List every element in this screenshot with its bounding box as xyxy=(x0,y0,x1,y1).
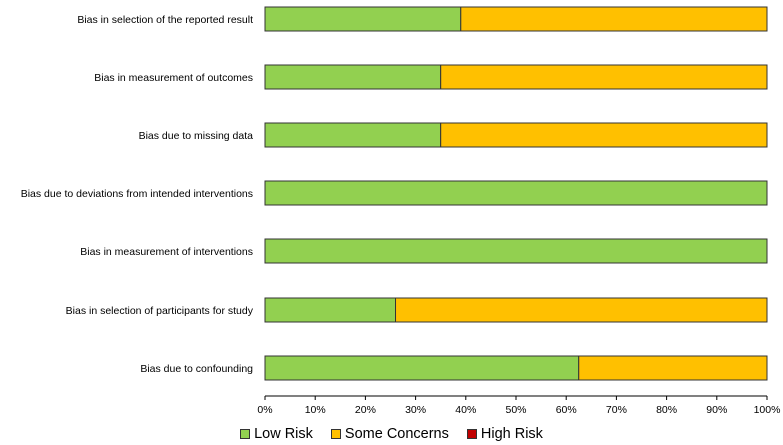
bar-low-risk-4 xyxy=(264,180,768,206)
category-label-5: Bias in measurement of interventions xyxy=(80,246,253,258)
category-labels: Bias in selection of the reported result… xyxy=(21,14,254,375)
legend-label-low-risk: Low Risk xyxy=(254,426,313,442)
bar-group xyxy=(264,6,768,381)
x-tick-label: 90% xyxy=(706,404,727,416)
legend-label-some-concerns: Some Concerns xyxy=(344,426,449,442)
x-tick-label: 60% xyxy=(556,404,577,416)
x-tick-label: 40% xyxy=(455,404,476,416)
legend-swatch-high-risk xyxy=(466,429,477,439)
bar-low-risk-3 xyxy=(264,122,442,148)
bar-low-risk-6 xyxy=(264,297,397,323)
legend-item-high-risk: High Risk xyxy=(466,426,543,442)
category-label-3: Bias due to missing data xyxy=(139,130,254,142)
x-tick-label: 30% xyxy=(405,404,426,416)
category-label-2: Bias in measurement of outcomes xyxy=(94,72,253,84)
legend-item-low-risk: Low Risk xyxy=(240,426,313,442)
x-tick-label: 0% xyxy=(257,404,272,416)
x-tick-label: 20% xyxy=(355,404,376,416)
bar-low-risk-5 xyxy=(264,238,768,264)
x-axis: 0% 10% 20% 30% 40% 50% 60% 70% 80% 90% 100% xyxy=(257,395,781,416)
legend-item-some-concerns: Some Concerns xyxy=(330,426,449,442)
bar-some-concerns-6 xyxy=(395,297,768,323)
bar-some-concerns-7 xyxy=(578,355,768,381)
legend-label-high-risk: High Risk xyxy=(480,426,543,442)
category-label-4: Bias due to deviations from intended int… xyxy=(21,188,253,200)
x-tick-label: 70% xyxy=(606,404,627,416)
bar-low-risk-7 xyxy=(264,355,580,381)
category-label-7: Bias due to confounding xyxy=(140,363,253,375)
bar-low-risk-1 xyxy=(264,6,462,32)
category-label-6: Bias in selection of participants for st… xyxy=(66,305,254,317)
x-tick-label: 100% xyxy=(754,404,781,416)
legend-swatch-low-risk xyxy=(240,429,251,439)
bar-low-risk-2 xyxy=(264,64,442,90)
x-tick-label: 10% xyxy=(305,404,326,416)
bar-some-concerns-1 xyxy=(460,6,768,32)
x-tick-label: 80% xyxy=(656,404,677,416)
bar-some-concerns-3 xyxy=(440,122,768,148)
category-label-1: Bias in selection of the reported result xyxy=(77,14,253,26)
legend-swatch-some-concerns xyxy=(330,429,341,439)
bar-some-concerns-2 xyxy=(440,64,768,90)
x-tick-label: 50% xyxy=(505,404,526,416)
legend: Low Risk Some Concerns High Risk xyxy=(0,424,783,444)
